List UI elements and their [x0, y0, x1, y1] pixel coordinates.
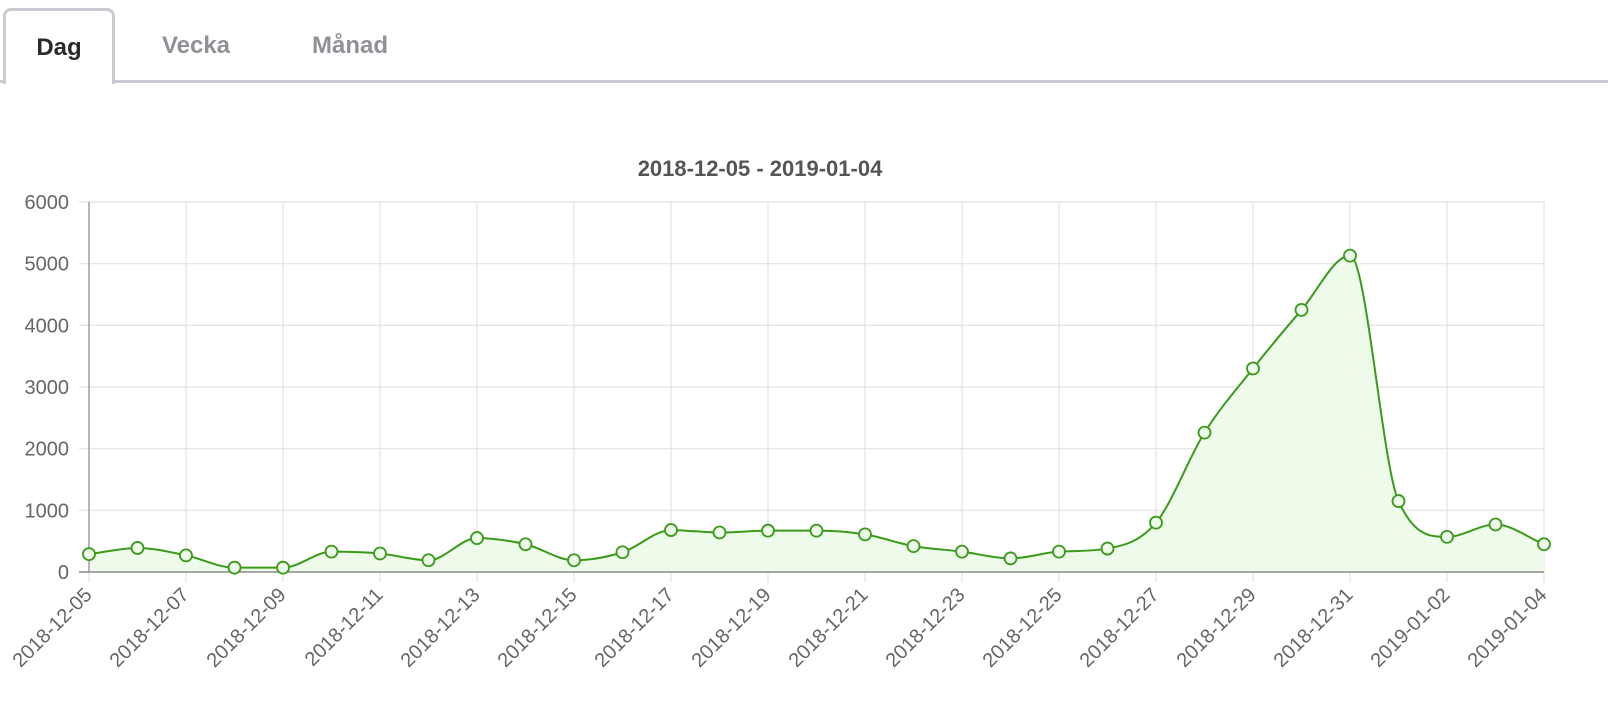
data-point-2018-12-10 [324, 544, 339, 559]
y-tick-label: 2000 [25, 439, 70, 461]
data-point-2018-12-21 [858, 527, 872, 542]
data-point-2018-12-09 [276, 560, 290, 575]
x-tick-label: 2018-12-21 [785, 584, 873, 672]
data-point-2018-12-11 [373, 546, 387, 561]
data-point-2018-12-24 [1003, 551, 1018, 566]
x-tick-label: 2018-12-07 [106, 584, 194, 672]
y-tick-label: 5000 [25, 254, 70, 276]
chart-title: 2018-12-05 - 2019-01-04 [638, 156, 883, 181]
data-point-2019-01-01 [1391, 494, 1406, 508]
data-point-2018-12-18 [712, 525, 727, 540]
x-tick-label: 2018-12-11 [301, 584, 388, 671]
x-tick-label: 2018-12-17 [591, 584, 679, 672]
data-point-2018-12-19 [761, 523, 775, 538]
data-point-2018-12-22 [906, 539, 921, 554]
data-point-2019-01-02 [1440, 529, 1454, 544]
data-point-2018-12-23 [955, 544, 969, 559]
x-tick-label: 2018-12-23 [882, 584, 970, 672]
data-point-2019-01-04 [1537, 537, 1551, 552]
data-point-2018-12-25 [1052, 544, 1066, 559]
x-tick-label: 2019-01-04 [1464, 584, 1552, 672]
x-tick-label: 2018-12-15 [494, 584, 582, 672]
data-point-2019-01-03 [1488, 517, 1503, 532]
y-tick-label: 6000 [25, 192, 70, 214]
data-point-2018-12-26 [1100, 541, 1115, 556]
x-tick-label: 2018-12-29 [1173, 584, 1261, 672]
tab-bar: Dag Vecka Månad [0, 0, 1608, 86]
data-point-2018-12-06 [130, 541, 145, 555]
data-point-2018-12-14 [518, 537, 533, 552]
data-point-2018-12-16 [615, 545, 630, 560]
y-tick-label: 3000 [25, 377, 70, 399]
y-tick-label: 4000 [25, 315, 70, 337]
data-point-2018-12-29 [1246, 361, 1260, 376]
x-tick-label: 2018-12-31 [1270, 584, 1358, 672]
x-tick-label: 2018-12-19 [688, 584, 776, 672]
data-point-2018-12-27 [1149, 515, 1163, 530]
data-point-2018-12-12 [421, 553, 436, 568]
data-point-2018-12-05 [82, 547, 96, 562]
x-tick-label: 2018-12-27 [1076, 584, 1164, 672]
tab-manad[interactable]: Månad [311, 31, 388, 59]
data-point-2018-12-30 [1294, 303, 1309, 317]
x-tick-label: 2018-12-13 [397, 584, 485, 672]
x-tick-label: 2019-01-02 [1367, 584, 1455, 672]
tab-dag[interactable]: Dag [3, 8, 115, 84]
data-point-2018-12-07 [179, 548, 193, 563]
axes [79, 202, 1544, 573]
x-tick-label: 2018-12-25 [979, 584, 1067, 672]
x-tick-label: 2018-12-05 [9, 584, 97, 672]
points-layer [82, 248, 1551, 575]
data-point-2018-12-08 [227, 560, 242, 575]
data-point-2018-12-28 [1197, 425, 1212, 440]
x-tick-label: 2018-12-09 [203, 584, 291, 672]
data-point-2018-12-31 [1343, 248, 1357, 263]
data-point-2018-12-13 [470, 531, 484, 545]
data-point-2018-12-17 [664, 523, 678, 537]
data-point-2018-12-20 [809, 523, 824, 538]
y-tick-label: 1000 [25, 500, 70, 522]
y-tick-label: 0 [58, 562, 69, 584]
daily-line-chart: 2018-12-05 - 2019-01-04 0 1000 2000 3000 400… [9, 156, 1552, 672]
tab-bar-divider [0, 80, 1608, 83]
data-point-2018-12-15 [567, 553, 581, 568]
tab-vecka[interactable]: Vecka [161, 31, 231, 59]
series-area-fill [89, 255, 1544, 572]
